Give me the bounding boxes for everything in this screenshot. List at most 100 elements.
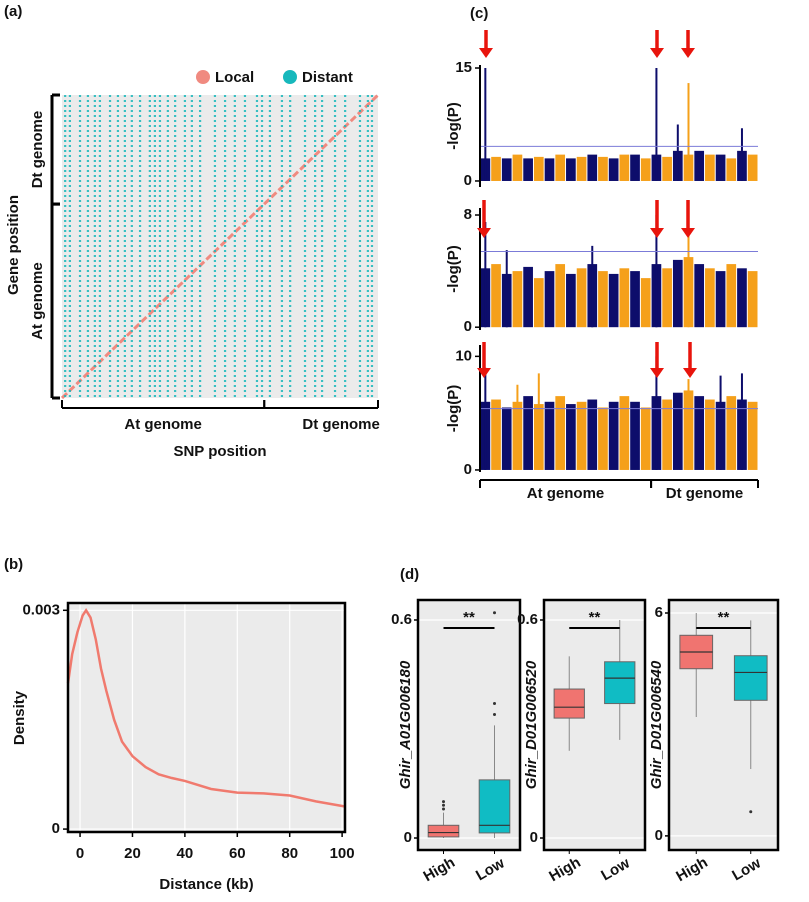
legend-label: Distant bbox=[302, 69, 353, 86]
box bbox=[604, 661, 636, 705]
chromosome-block bbox=[705, 268, 715, 328]
y-tick-label: 0 bbox=[404, 829, 412, 846]
chromosome-block bbox=[747, 271, 758, 328]
chromosome-block bbox=[640, 278, 651, 328]
chromosome-block bbox=[555, 264, 566, 328]
chromosome-block bbox=[630, 271, 640, 328]
chromosome-block bbox=[491, 399, 501, 470]
chromosome-block bbox=[726, 158, 737, 181]
x-axis-title: SNP position bbox=[173, 443, 266, 460]
chromosome-block bbox=[705, 399, 715, 470]
chromosome-block bbox=[694, 396, 705, 470]
x-group-label: Dt genome bbox=[666, 485, 744, 502]
x-tick-label: 80 bbox=[281, 845, 298, 862]
box bbox=[427, 824, 460, 838]
y-axis-title: Gene position bbox=[5, 195, 22, 295]
x-axis-title: Distance (kb) bbox=[159, 876, 253, 893]
y-tick-label: 15 bbox=[455, 59, 472, 76]
chromosome-block bbox=[576, 268, 587, 328]
outlier bbox=[493, 712, 496, 716]
chromosome-block bbox=[523, 396, 533, 470]
chromosome-block bbox=[523, 266, 533, 328]
chromosome-block bbox=[672, 392, 683, 470]
x-tick-label: 40 bbox=[177, 845, 194, 862]
chromosome-block bbox=[608, 273, 619, 328]
y-tick-label: 0.003 bbox=[22, 601, 60, 618]
chromosome-block bbox=[726, 396, 737, 470]
y-axis-title: -log(P) bbox=[445, 385, 462, 432]
arrow-head bbox=[681, 228, 695, 238]
chromosome-block bbox=[630, 154, 640, 181]
y-tick-label: 0 bbox=[464, 318, 472, 335]
chromosome-block bbox=[555, 396, 566, 470]
chromosome-block bbox=[501, 158, 512, 181]
chromosome-block bbox=[694, 150, 705, 181]
panel-label: (c) bbox=[470, 5, 488, 22]
significance-label: ** bbox=[463, 609, 475, 626]
y-axis-title: -log(P) bbox=[445, 102, 462, 149]
chromosome-block bbox=[587, 399, 598, 470]
chromosome-block bbox=[566, 273, 576, 328]
chromosome-block bbox=[619, 268, 630, 328]
chromosome-block bbox=[640, 158, 651, 181]
box bbox=[733, 655, 768, 701]
arrow-head bbox=[477, 368, 491, 378]
y-axis-title: Ghir_A01G006180 bbox=[397, 660, 414, 789]
chromosome-block bbox=[608, 401, 619, 470]
outlier bbox=[493, 702, 496, 706]
legend-marker bbox=[196, 70, 210, 84]
chromosome-block bbox=[523, 158, 533, 181]
chromosome-block bbox=[566, 404, 576, 470]
arrow-head bbox=[650, 368, 664, 378]
arrow-head bbox=[477, 228, 491, 238]
chromosome-block bbox=[587, 154, 598, 181]
x-group-label: At genome bbox=[527, 485, 605, 502]
y-tick-label: 0.6 bbox=[391, 611, 412, 628]
chromosome-block bbox=[608, 158, 619, 181]
y-axis-title: Density bbox=[11, 690, 28, 745]
arrow-head bbox=[650, 228, 664, 238]
density-line bbox=[66, 607, 346, 808]
y-tick-label: 8 bbox=[464, 206, 472, 223]
chromosome-block bbox=[672, 259, 683, 328]
y-tick-label: 0 bbox=[464, 172, 472, 189]
legend-label: Local bbox=[215, 69, 254, 86]
x-tick-label: High bbox=[421, 854, 458, 885]
chromosome-block bbox=[662, 268, 672, 328]
y-tick-label: 0 bbox=[52, 820, 60, 837]
x-tick-label: Low bbox=[729, 855, 764, 885]
chromosome-block bbox=[662, 156, 672, 181]
x-tick-label: 20 bbox=[124, 845, 141, 862]
chromosome-block bbox=[501, 407, 512, 470]
panel-label: (b) bbox=[4, 556, 23, 573]
chromosome-block bbox=[747, 401, 758, 470]
chromosome-block bbox=[747, 154, 758, 181]
plot-frame bbox=[416, 598, 522, 852]
chromosome-block bbox=[555, 154, 566, 181]
chromosome-block bbox=[533, 156, 544, 181]
arrow-head bbox=[683, 368, 697, 378]
chromosome-block bbox=[598, 407, 608, 470]
plot-frame bbox=[66, 601, 347, 834]
y-tick-label: 10 bbox=[455, 347, 472, 364]
arrow-head bbox=[650, 48, 664, 58]
chromosome-block bbox=[715, 271, 726, 328]
outlier bbox=[442, 800, 445, 804]
arrow-head bbox=[479, 48, 493, 58]
plot-background bbox=[544, 600, 645, 850]
outlier bbox=[749, 810, 753, 814]
panel-label: (d) bbox=[400, 566, 419, 583]
chromosome-block bbox=[512, 271, 523, 328]
x-tick-label: High bbox=[673, 854, 710, 885]
outlier bbox=[493, 611, 496, 615]
y-group-label: At genome bbox=[29, 262, 46, 340]
chromosome-block bbox=[715, 154, 726, 181]
y-tick-label: 0 bbox=[530, 829, 538, 846]
x-group-label: Dt genome bbox=[302, 416, 380, 433]
y-axis-title: Ghir_D01G006540 bbox=[648, 660, 665, 789]
chromosome-block bbox=[662, 399, 672, 470]
chromosome-block bbox=[737, 268, 747, 328]
chromosome-block bbox=[533, 278, 544, 328]
x-tick-label: Low bbox=[473, 855, 508, 885]
x-tick-label: 0 bbox=[76, 845, 84, 862]
